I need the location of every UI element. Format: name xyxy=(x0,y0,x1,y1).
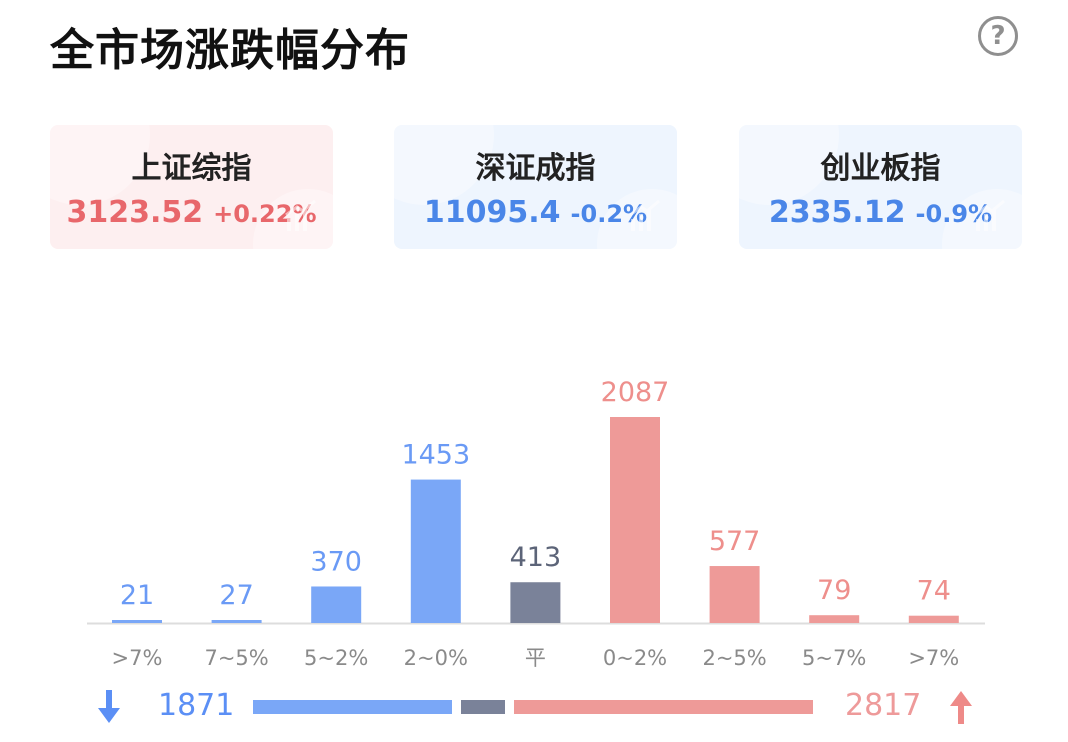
bar[interactable] xyxy=(211,620,262,623)
trend-icon xyxy=(629,199,660,231)
data-label: 1453 xyxy=(401,440,470,471)
arrow-down-icon xyxy=(98,690,120,723)
index-value: 2335.12 xyxy=(768,195,906,230)
bar[interactable] xyxy=(809,615,860,623)
bar[interactable] xyxy=(908,615,959,623)
index-name: 上证综指 xyxy=(131,151,252,186)
index-value: 11095.4 xyxy=(423,195,561,230)
bar[interactable] xyxy=(709,566,760,623)
index-value: 3123.52 xyxy=(66,195,204,230)
data-label: 74 xyxy=(917,576,951,607)
up-total: 2817 xyxy=(845,688,922,723)
index-name: 深证成指 xyxy=(475,151,596,186)
bar[interactable] xyxy=(610,417,660,623)
trend-icon xyxy=(285,199,316,231)
data-label: 79 xyxy=(817,575,851,606)
progress-bar-up xyxy=(513,700,813,714)
tick-label: 0~2% xyxy=(603,646,667,670)
bar[interactable] xyxy=(112,620,162,623)
data-label: 413 xyxy=(510,542,562,573)
tick-label: >7% xyxy=(112,646,163,670)
index-card-sh[interactable]: 上证综指 3123.52 +0.22% xyxy=(50,125,333,249)
index-change: +0.22% xyxy=(213,200,317,228)
data-label: 370 xyxy=(310,546,362,577)
bar[interactable] xyxy=(311,586,362,623)
progress-bar-flat xyxy=(460,700,505,714)
bar[interactable] xyxy=(510,582,561,623)
data-label: 2087 xyxy=(601,377,670,408)
index-card-sz[interactable]: 深证成指 11095.4 -0.2% xyxy=(394,125,677,249)
tick-label: 5~2% xyxy=(304,646,368,670)
data-label: 21 xyxy=(120,580,154,611)
question-circle-icon[interactable]: ? xyxy=(978,16,1018,56)
arrow-up-icon xyxy=(950,691,972,724)
tick-label: 平 xyxy=(525,646,546,670)
progress-bar-down xyxy=(253,700,452,714)
tick-label: >7% xyxy=(908,646,959,670)
tick-label: 7~5% xyxy=(204,646,268,670)
data-label: 577 xyxy=(709,526,761,557)
down-total: 1871 xyxy=(158,688,235,723)
tick-label: 5~7% xyxy=(802,646,866,670)
data-label: 27 xyxy=(219,580,253,611)
index-card-cyb[interactable]: 创业板指 2335.12 -0.9% xyxy=(739,125,1022,249)
index-name: 创业板指 xyxy=(820,151,941,186)
tick-label: 2~5% xyxy=(702,646,766,670)
bar[interactable] xyxy=(410,479,461,623)
tick-label: 2~0% xyxy=(404,646,468,670)
page-title: 全市场涨跌幅分布 xyxy=(50,25,410,76)
trend-icon xyxy=(974,199,1005,231)
